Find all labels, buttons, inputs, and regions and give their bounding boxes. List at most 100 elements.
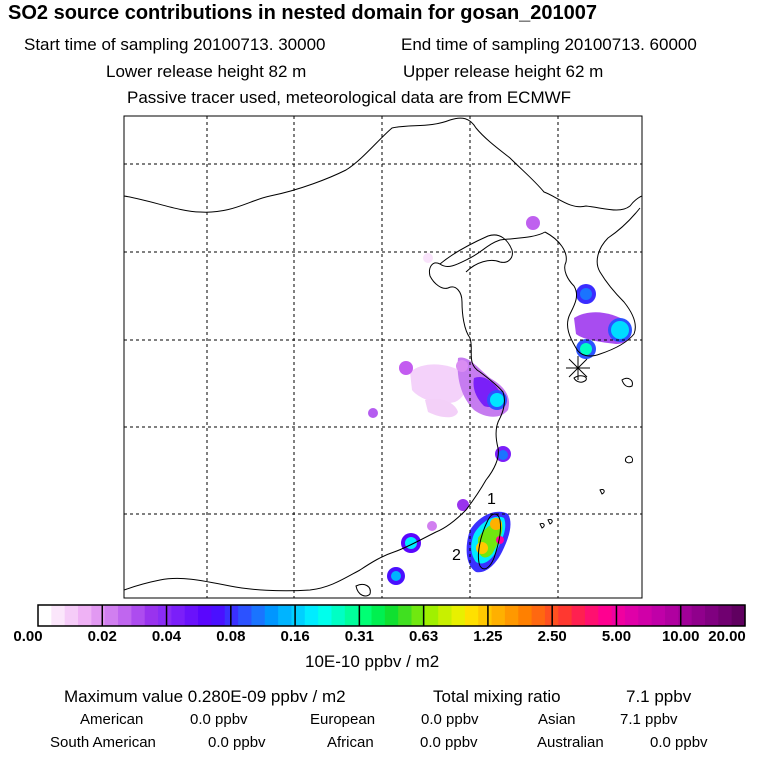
lower-release-height-label: Lower release height 82 m <box>106 62 307 81</box>
colorbar-swatch <box>571 605 586 626</box>
colorbar-swatch <box>264 605 279 626</box>
region-name-asian: Asian <box>538 711 576 728</box>
plume-west-3 <box>368 408 378 418</box>
chart-title: SO2 source contributions in nested domai… <box>8 2 598 24</box>
colorbar-swatch <box>624 605 639 626</box>
plume-diffuse-central <box>410 364 467 404</box>
coast-china-east <box>124 231 546 592</box>
upper-release-height-label: Upper release height 62 m <box>403 62 604 81</box>
colorbar <box>38 605 746 626</box>
total-mixing-ratio-value: 7.1 ppbv <box>626 687 692 706</box>
colorbar-swatch <box>584 605 599 626</box>
colorbar-tick-label: 1.25 <box>473 628 503 645</box>
total-mixing-ratio-label: Total mixing ratio <box>433 687 561 706</box>
colorbar-swatch <box>424 605 439 626</box>
annotation-1: 1 <box>487 491 496 508</box>
colorbar-swatch <box>718 605 733 626</box>
plume-taiwan-hot-3 <box>496 536 504 544</box>
colorbar-tick-label: 0.04 <box>151 628 182 645</box>
colorbar-swatch <box>704 605 719 626</box>
islands-east <box>539 489 605 529</box>
plume-layer <box>368 216 632 585</box>
colorbar-units: 10E-10 ppbv / m2 <box>305 652 440 671</box>
region-name-south-american: South American <box>50 734 156 751</box>
plume-west-2 <box>456 360 468 372</box>
plume-coast-5-core <box>391 571 401 581</box>
colorbar-swatch <box>104 605 119 626</box>
colorbar-swatch <box>91 605 106 626</box>
colorbar-tick-label: 0.02 <box>87 628 117 645</box>
plume-coast-1-core <box>498 450 508 460</box>
colorbar-swatch <box>278 605 293 626</box>
colorbar-swatch <box>598 605 613 626</box>
colorbar-tick-label: 0.16 <box>280 628 310 645</box>
map-frame <box>123 115 643 599</box>
colorbar-swatch <box>331 605 346 626</box>
colorbar-swatch <box>638 605 653 626</box>
colorbar-swatch <box>371 605 386 626</box>
coast-jeju <box>573 375 587 383</box>
plume-taiwan-hot-1 <box>490 518 502 530</box>
plume-taiwan-hot-2 <box>476 542 488 554</box>
colorbar-swatch <box>651 605 666 626</box>
coast-bohai <box>439 234 513 273</box>
plume-north-korea-west <box>526 216 540 230</box>
receptor-marker <box>566 356 590 380</box>
coastlines <box>124 117 642 597</box>
colorbar-frame <box>37 604 746 627</box>
colorbar-swatch <box>678 605 693 626</box>
colorbar-swatch <box>238 605 253 626</box>
colorbar-swatch <box>64 605 79 626</box>
start-time-label: Start time of sampling 20100713. 30000 <box>24 35 326 54</box>
colorbar-swatch <box>691 605 706 626</box>
colorbar-swatch <box>411 605 426 626</box>
colorbar-swatch <box>664 605 679 626</box>
colorbar-tick-label: 0.08 <box>216 628 246 645</box>
coast-korea <box>544 207 641 357</box>
plume-coast-2 <box>457 499 469 511</box>
colorbar-tick-label: 10.00 <box>661 628 700 645</box>
gridlines <box>124 116 642 598</box>
colorbar-swatch <box>504 605 519 626</box>
plume-west-1 <box>399 361 413 375</box>
region-value-australian: 0.0 ppbv <box>650 734 708 751</box>
colorbar-swatch <box>291 605 306 626</box>
colorbar-tick-label: 0.63 <box>409 628 439 645</box>
colorbar-swatch <box>451 605 466 626</box>
plume-korea-south-core <box>580 343 592 355</box>
colorbar-swatch <box>491 605 506 626</box>
colorbar-swatch <box>358 605 373 626</box>
colorbar-swatch <box>198 605 213 626</box>
colorbar-tick-label: 2.50 <box>537 628 567 645</box>
colorbar-swatch <box>78 605 92 626</box>
colorbar-tick-label: 20.00 <box>708 628 746 645</box>
colorbar-swatch <box>518 605 533 626</box>
region-name-american: American <box>80 711 144 728</box>
colorbar-tick-label: 0.00 <box>13 628 43 645</box>
colorbar-swatch <box>304 605 319 626</box>
plume-korea-north-core <box>580 288 592 300</box>
plume-korea-east-core <box>611 321 629 339</box>
colorbar-swatch <box>211 605 226 626</box>
colorbar-swatch <box>184 605 199 626</box>
colorbar-swatch <box>38 605 52 626</box>
border-north <box>124 117 642 213</box>
colorbar-swatch <box>611 605 626 626</box>
region-name-australian: Australian <box>537 734 604 751</box>
colorbar-swatch <box>478 605 493 626</box>
colorbar-swatch <box>144 605 159 626</box>
coast-japan <box>621 377 633 464</box>
colorbar-swatch <box>131 605 146 626</box>
colorbar-swatch <box>384 605 399 626</box>
plume-diffuse-south <box>425 398 458 418</box>
colorbar-tick-label: 5.00 <box>601 628 632 645</box>
colorbar-swatch <box>344 605 359 626</box>
region-name-african: African <box>327 734 374 751</box>
colorbar-swatch <box>558 605 573 626</box>
colorbar-swatch <box>531 605 546 626</box>
colorbar-swatch <box>464 605 479 626</box>
annotation-2: 2 <box>452 547 461 564</box>
plume-shanghai-core <box>490 393 504 407</box>
region-name-european: European <box>310 711 376 728</box>
